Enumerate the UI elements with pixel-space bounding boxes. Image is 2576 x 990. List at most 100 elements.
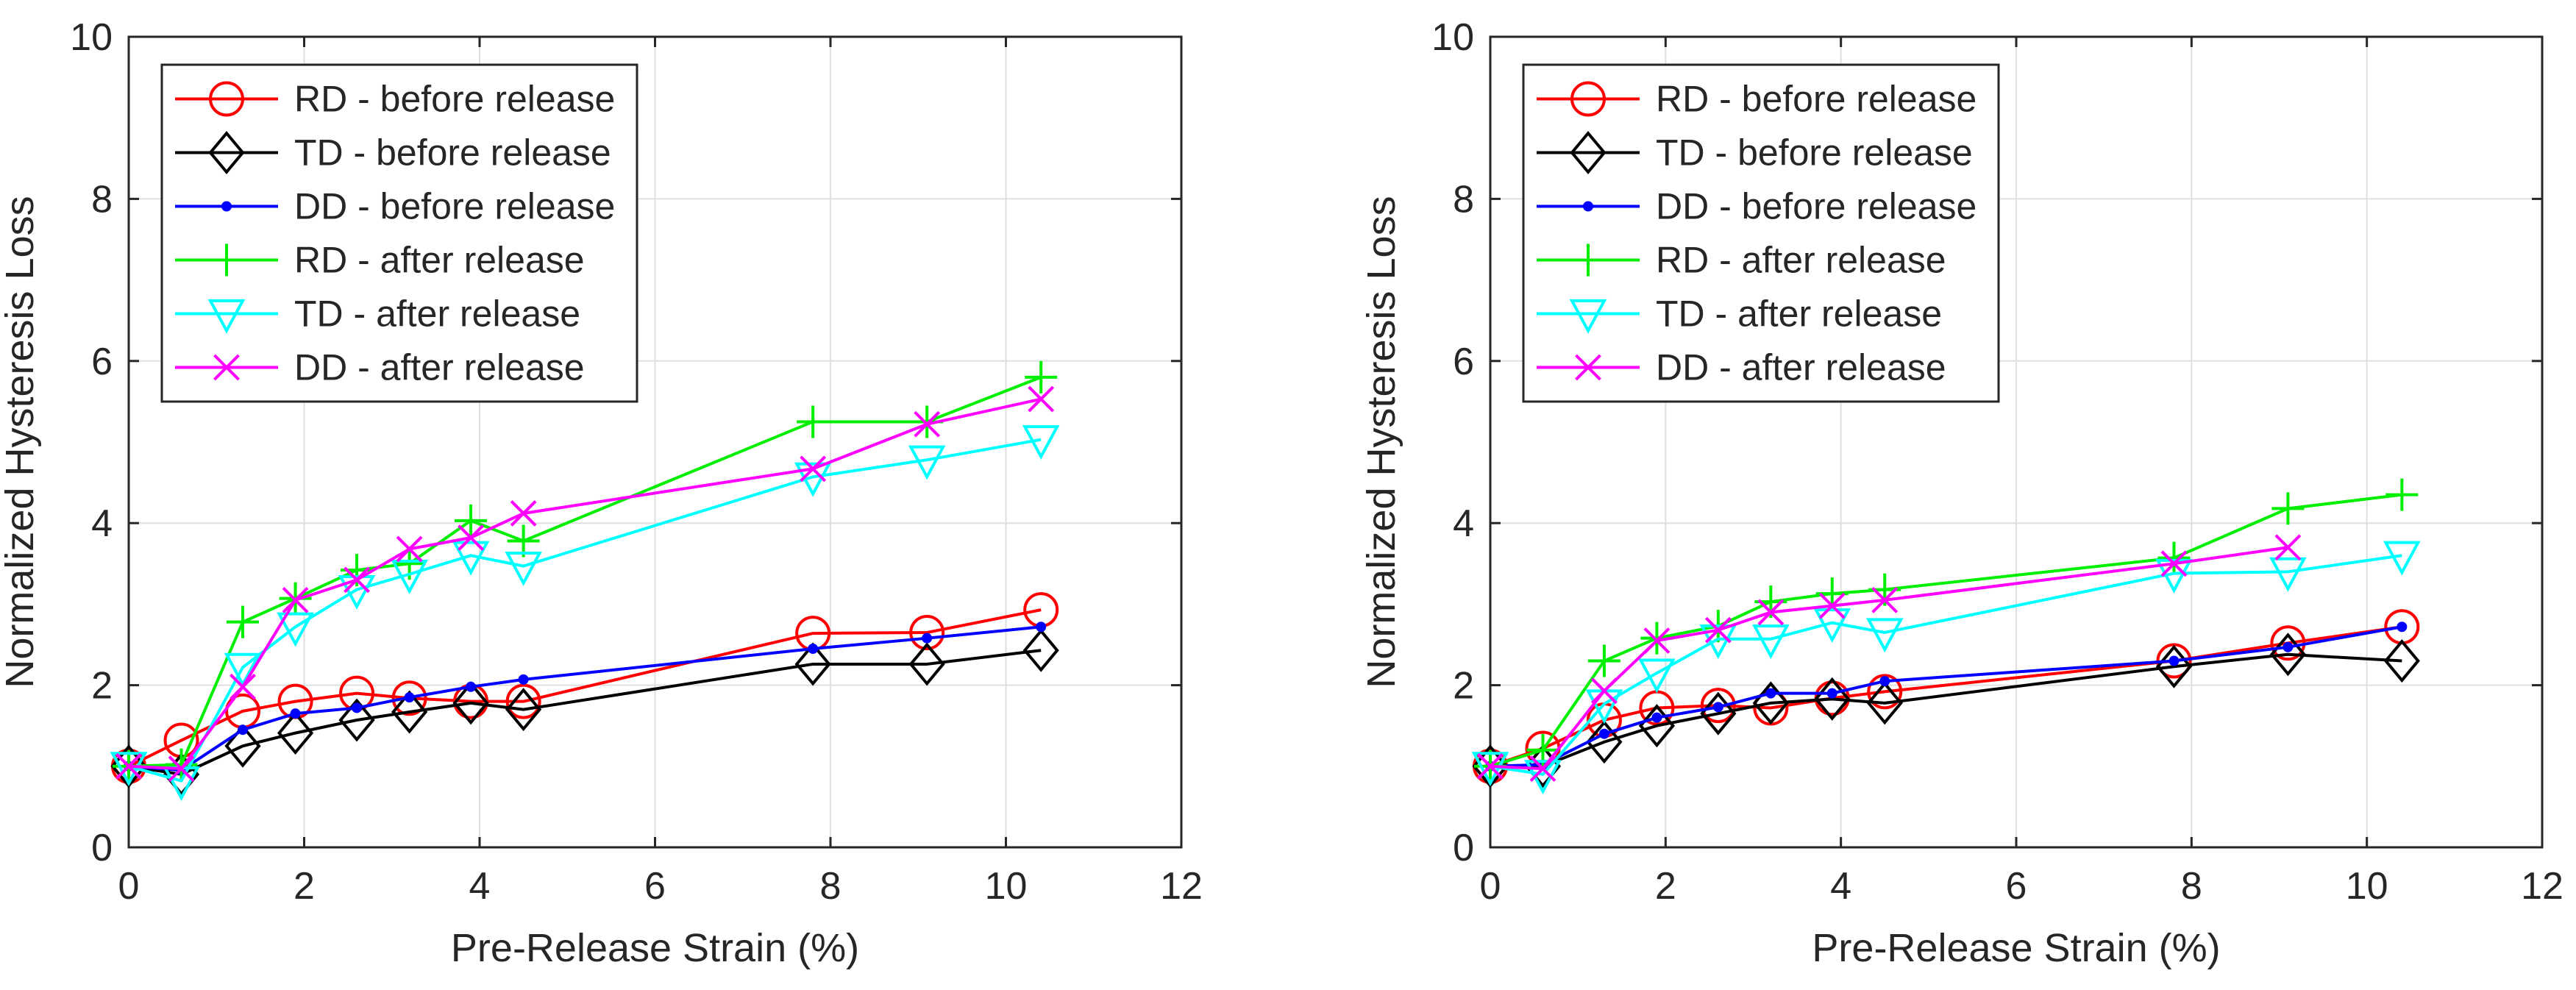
- data-point: [908, 642, 945, 686]
- series-line: [128, 438, 1042, 783]
- series-6: [115, 385, 1055, 783]
- data-point: [1751, 624, 1790, 660]
- data-point: [224, 724, 261, 768]
- data-point: [2157, 541, 2191, 574]
- data-point: [510, 500, 537, 527]
- y-tick-label: 4: [91, 502, 113, 545]
- data-point: [1591, 677, 1618, 705]
- series-line: [128, 649, 1042, 776]
- legend-label: RD - before release: [294, 79, 615, 120]
- x-tick-label: 0: [118, 865, 140, 908]
- legend-marker: [1569, 299, 1607, 334]
- data-point: [1704, 616, 1732, 644]
- data-point: [1866, 681, 1903, 725]
- legend-marker: [1570, 81, 1606, 117]
- legend-label: TD - after release: [1656, 293, 1942, 335]
- data-point: [224, 652, 262, 688]
- data-point: [1699, 624, 1737, 660]
- legend-entry: RD - before release: [1537, 79, 1977, 120]
- data-point: [277, 612, 314, 647]
- data-point: [2385, 478, 2419, 511]
- data-point: [2271, 492, 2305, 525]
- data-point: [1036, 622, 1047, 633]
- data-point: [794, 642, 831, 686]
- legend-entry: DD - after release: [175, 347, 585, 388]
- legend-marker: [1570, 130, 1607, 175]
- legend: RD - before release TD - before release DD…: [160, 63, 638, 403]
- x-tick-label: 6: [644, 865, 666, 908]
- y-tick-label: 8: [1453, 178, 1474, 221]
- data-point: [466, 681, 477, 692]
- series-line: [1490, 546, 2288, 771]
- data-point: [1638, 704, 1676, 748]
- data-point: [1712, 702, 1723, 713]
- data-point: [1022, 628, 1059, 672]
- data-point: [1813, 608, 1851, 644]
- series-2: [1472, 633, 2420, 788]
- legend-label: DD - before release: [1656, 186, 1977, 227]
- legend-marker: [208, 130, 245, 175]
- legend-entry: TD - after release: [1537, 293, 1942, 335]
- y-axis-label: Normalized Hysteresis Loss: [0, 196, 42, 688]
- x-axis-label: Pre-Release Strain (%): [451, 926, 859, 970]
- y-tick-label: 0: [1453, 827, 1474, 869]
- data-point: [1818, 592, 1846, 619]
- legend-entry: DD - after release: [1537, 347, 1946, 388]
- data-point: [1587, 644, 1620, 677]
- data-point: [1586, 720, 1623, 764]
- y-tick-label: 6: [91, 341, 113, 383]
- legend-entry: DD - before release: [175, 186, 615, 227]
- data-point: [1477, 752, 1504, 780]
- data-point: [282, 586, 309, 613]
- legend-entry: RD - before release: [175, 79, 615, 120]
- legend-entry: RD - after release: [1537, 240, 1946, 281]
- legend: RD - before release TD - before release DD…: [1522, 63, 2000, 403]
- legend-marker: [1572, 243, 1604, 277]
- y-tick-label: 2: [1453, 665, 1474, 708]
- legend-marker: [207, 299, 246, 334]
- series-4: [113, 360, 1058, 783]
- data-point: [2383, 541, 2421, 576]
- data-point: [168, 755, 195, 783]
- legend-box: [1522, 63, 2000, 403]
- data-point: [1879, 676, 1890, 687]
- x-tick-label: 0: [1480, 865, 1501, 908]
- legend-entry: DD - before release: [1537, 186, 1977, 227]
- x-tick-label: 6: [2006, 865, 2027, 908]
- x-axis-label: Pre-Release Strain (%): [1812, 926, 2220, 970]
- data-point: [2383, 639, 2420, 683]
- data-point: [338, 698, 375, 742]
- data-point: [455, 504, 488, 537]
- legend-label: DD - before release: [294, 186, 615, 227]
- data-point: [2160, 550, 2188, 577]
- data-point: [908, 445, 946, 480]
- x-tick-label: 2: [1655, 865, 1676, 908]
- data-point: [1025, 360, 1058, 393]
- data-point: [277, 711, 314, 755]
- data-point: [338, 574, 376, 610]
- data-point: [115, 752, 142, 780]
- data-point: [1871, 586, 1899, 613]
- data-point: [391, 690, 428, 734]
- legend-label: TD - before release: [294, 132, 611, 174]
- y-axis-label: Normalized Hysteresis Loss: [1359, 196, 1403, 688]
- legend-marker: [1583, 201, 1593, 212]
- y-tick-label: 4: [1453, 502, 1474, 545]
- data-point: [452, 541, 490, 576]
- data-point: [1757, 599, 1785, 626]
- data-point: [165, 748, 198, 781]
- data-point: [1826, 688, 1837, 699]
- data-point: [1028, 385, 1055, 413]
- data-point: [1700, 691, 1737, 736]
- series-line: [1490, 554, 2402, 776]
- data-point: [1598, 728, 1609, 739]
- data-point: [396, 535, 423, 563]
- data-point: [227, 605, 260, 638]
- data-point: [914, 410, 941, 438]
- x-tick-label: 8: [2181, 865, 2202, 908]
- data-point: [1471, 752, 1509, 787]
- data-point: [1529, 755, 1556, 783]
- series-6: [1477, 534, 2302, 783]
- data-point: [1022, 425, 1060, 460]
